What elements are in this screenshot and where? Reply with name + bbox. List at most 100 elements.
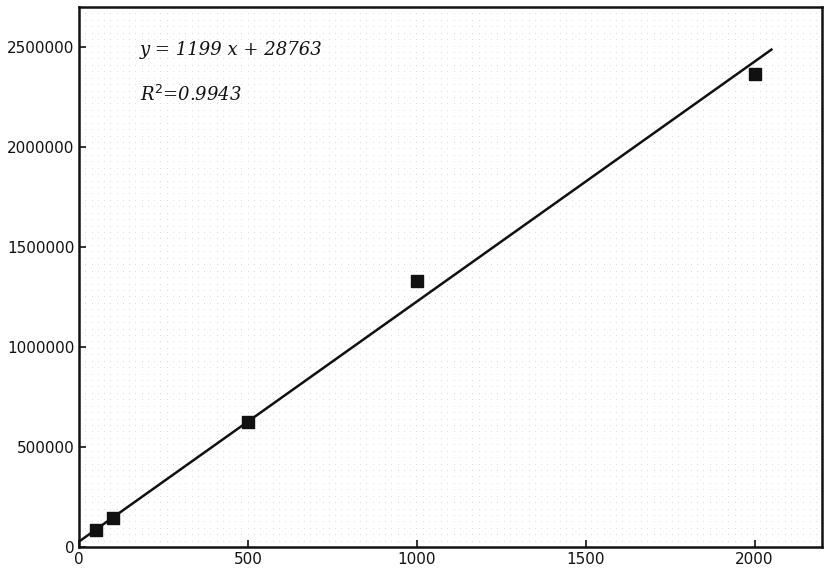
Point — [197, 131, 210, 140]
Point — [291, 189, 304, 198]
Point — [116, 369, 129, 378]
Point — [540, 305, 553, 314]
Point — [790, 324, 803, 333]
Point — [471, 201, 484, 211]
Point — [353, 491, 366, 501]
Point — [665, 169, 678, 179]
Point — [758, 28, 772, 37]
Point — [658, 67, 672, 76]
Point — [546, 343, 560, 352]
Point — [297, 401, 310, 410]
Point — [340, 41, 354, 50]
Point — [790, 542, 803, 552]
Point — [434, 369, 447, 378]
Point — [709, 67, 722, 76]
Point — [197, 169, 210, 179]
Point — [702, 484, 715, 494]
Point — [110, 2, 123, 11]
Point — [315, 15, 329, 25]
Point — [266, 201, 279, 211]
Point — [509, 169, 522, 179]
Point — [391, 137, 404, 146]
Point — [116, 414, 129, 423]
Point — [721, 311, 734, 320]
Point — [640, 311, 653, 320]
Point — [658, 542, 672, 552]
Point — [503, 446, 516, 455]
Point — [416, 183, 429, 192]
Point — [197, 498, 210, 507]
Point — [253, 317, 267, 327]
Point — [434, 420, 447, 429]
Point — [259, 504, 272, 513]
Point — [147, 536, 161, 545]
Point — [303, 324, 316, 333]
Point — [790, 420, 803, 429]
Point — [110, 112, 123, 121]
Point — [802, 356, 816, 365]
Point — [596, 22, 609, 31]
Point — [340, 324, 354, 333]
Point — [328, 215, 341, 224]
Point — [603, 504, 616, 513]
Point — [658, 440, 672, 449]
Point — [391, 208, 404, 218]
Point — [347, 369, 360, 378]
Point — [497, 41, 510, 50]
Point — [79, 247, 92, 256]
Point — [633, 201, 647, 211]
Point — [683, 112, 696, 121]
Point — [715, 99, 728, 108]
Point — [179, 279, 192, 288]
Point — [79, 382, 92, 391]
Point — [777, 311, 790, 320]
Point — [527, 241, 541, 250]
Point — [633, 112, 647, 121]
Point — [559, 523, 572, 533]
Point — [91, 15, 104, 25]
Point — [628, 440, 641, 449]
Point — [709, 273, 722, 282]
Point — [671, 427, 684, 436]
Point — [172, 452, 185, 461]
Point — [272, 427, 285, 436]
Point — [291, 221, 304, 230]
Point — [384, 530, 397, 539]
Point — [285, 54, 298, 63]
Point — [98, 420, 111, 429]
Point — [565, 241, 578, 250]
Point — [409, 131, 422, 140]
Point — [565, 247, 578, 256]
Point — [209, 446, 223, 455]
Point — [365, 28, 378, 37]
Point — [758, 356, 772, 365]
Point — [621, 498, 634, 507]
Point — [746, 112, 759, 121]
Point — [546, 414, 560, 423]
Point — [365, 15, 378, 25]
Point — [104, 201, 117, 211]
Point — [123, 292, 136, 301]
Point — [796, 80, 809, 89]
Point — [559, 472, 572, 481]
Point — [421, 279, 435, 288]
Point — [141, 28, 154, 37]
Point — [609, 343, 622, 352]
Point — [522, 157, 535, 166]
Point — [153, 28, 166, 37]
Point — [428, 542, 441, 552]
Point — [783, 504, 797, 513]
Point — [633, 285, 647, 294]
Point — [802, 408, 816, 417]
Point — [340, 363, 354, 372]
Point — [185, 472, 198, 481]
Point — [658, 80, 672, 89]
Point — [546, 215, 560, 224]
Point — [453, 67, 466, 76]
Point — [73, 523, 86, 533]
Point — [391, 48, 404, 57]
Point — [185, 324, 198, 333]
Point — [621, 517, 634, 526]
Point — [596, 215, 609, 224]
Point — [515, 452, 528, 461]
